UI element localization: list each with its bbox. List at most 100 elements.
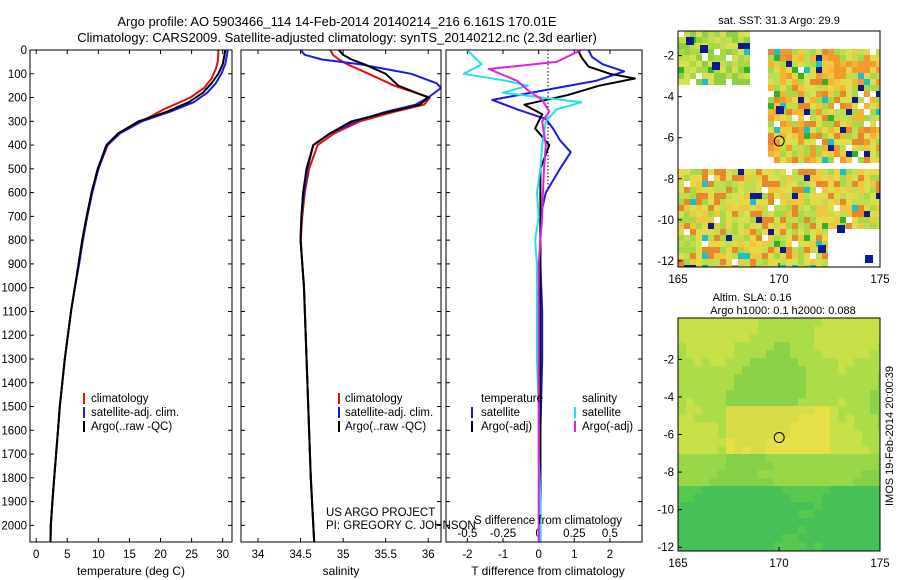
sst-cell xyxy=(744,61,750,67)
sst-cell xyxy=(720,259,726,265)
sst-cell xyxy=(678,181,684,187)
sst-cell xyxy=(840,103,846,109)
sla-cell xyxy=(734,414,742,422)
sla-cell xyxy=(718,478,726,486)
sla-cell xyxy=(838,510,846,518)
sst-cell xyxy=(780,241,786,247)
sst-cell xyxy=(834,115,840,121)
depth-tick-label: 1700 xyxy=(1,449,27,461)
sst-cell xyxy=(870,121,876,127)
sst-cell xyxy=(750,217,756,223)
sla-cell xyxy=(718,398,726,406)
sst-cell xyxy=(822,235,828,241)
sla-cell xyxy=(782,390,790,398)
sla-cell xyxy=(870,382,878,390)
sst-cell xyxy=(780,151,786,157)
sst-cell xyxy=(858,199,864,205)
sla-cell xyxy=(678,446,686,454)
sst-cell xyxy=(720,79,726,85)
sst-cell xyxy=(792,145,798,151)
sst-cell xyxy=(750,247,756,253)
depth-tick-label: 1000 xyxy=(1,283,27,295)
sst-cell xyxy=(792,97,798,103)
sla-cell xyxy=(758,414,766,422)
sla-cell xyxy=(814,478,822,486)
sst-cell xyxy=(738,79,744,85)
sst-cell xyxy=(852,223,858,229)
sla-cell xyxy=(678,326,686,334)
sst-cell xyxy=(678,175,684,181)
sst-cell xyxy=(768,199,774,205)
sst-cell xyxy=(864,157,870,163)
sla-cell xyxy=(686,358,694,366)
sla-cell xyxy=(846,366,854,374)
sla-cell xyxy=(710,350,718,358)
sla-cell xyxy=(702,486,710,494)
sst-cell xyxy=(684,247,690,253)
sst-cell xyxy=(804,103,810,109)
sst-cell xyxy=(828,121,834,127)
sla-cell xyxy=(790,502,798,510)
sla-cell xyxy=(718,542,726,550)
sst-cell xyxy=(774,61,780,67)
sla-cell xyxy=(718,342,726,350)
sst-cell xyxy=(834,217,840,223)
sst-cell xyxy=(768,217,774,223)
sst-cell xyxy=(756,253,762,259)
sst-cell xyxy=(690,43,696,49)
sla-cell xyxy=(878,334,880,342)
sst-cell xyxy=(834,97,840,103)
sst-cell xyxy=(780,169,786,175)
sst-cell xyxy=(678,37,684,43)
sla-cell xyxy=(814,334,822,342)
sla-cell xyxy=(678,454,686,462)
sst-cell xyxy=(774,151,780,157)
sst-cell xyxy=(792,121,798,127)
sla-cell xyxy=(838,326,846,334)
sst-cell xyxy=(780,175,786,181)
sla-cell xyxy=(814,470,822,478)
sst-cell xyxy=(708,43,714,49)
sst-cell xyxy=(876,205,880,211)
sla-cell xyxy=(734,486,742,494)
sst-cell xyxy=(720,49,726,55)
sla-cell xyxy=(870,526,878,534)
sla-cell xyxy=(798,334,806,342)
sla-cell xyxy=(870,438,878,446)
sla-cell xyxy=(774,502,782,510)
sst-cell xyxy=(864,103,870,109)
sla-cell xyxy=(870,510,878,518)
sst-cell xyxy=(840,139,846,145)
sst-cell xyxy=(828,73,834,79)
sla-cell xyxy=(878,510,880,518)
sst-cell xyxy=(738,175,744,181)
sla-cell xyxy=(718,406,726,414)
sst-cell xyxy=(738,253,744,259)
sst-cell xyxy=(726,175,732,181)
sla-cell xyxy=(830,502,838,510)
sst-cell xyxy=(846,85,852,91)
sst-cell xyxy=(852,85,858,91)
sst-cell xyxy=(846,157,852,163)
sla-cell xyxy=(854,318,862,326)
sst-cell xyxy=(828,145,834,151)
sla-cell xyxy=(814,414,822,422)
sst-cell xyxy=(876,175,880,181)
sst-cell xyxy=(702,37,708,43)
sla-cell xyxy=(678,494,686,502)
sst-cell xyxy=(768,139,774,145)
sst-cell xyxy=(720,205,726,211)
sst-cell xyxy=(678,223,684,229)
sst-cell xyxy=(810,73,816,79)
sst-cell xyxy=(678,247,684,253)
sla-cell xyxy=(822,390,830,398)
sst-cell xyxy=(678,211,684,217)
sla-cell xyxy=(742,454,750,462)
sst-cell xyxy=(852,79,858,85)
sla-cell xyxy=(678,542,686,550)
sst-cell xyxy=(828,205,834,211)
sla-cell xyxy=(678,382,686,390)
sst-cell xyxy=(840,181,846,187)
sst-cell xyxy=(852,103,858,109)
sst-cell xyxy=(732,187,738,193)
